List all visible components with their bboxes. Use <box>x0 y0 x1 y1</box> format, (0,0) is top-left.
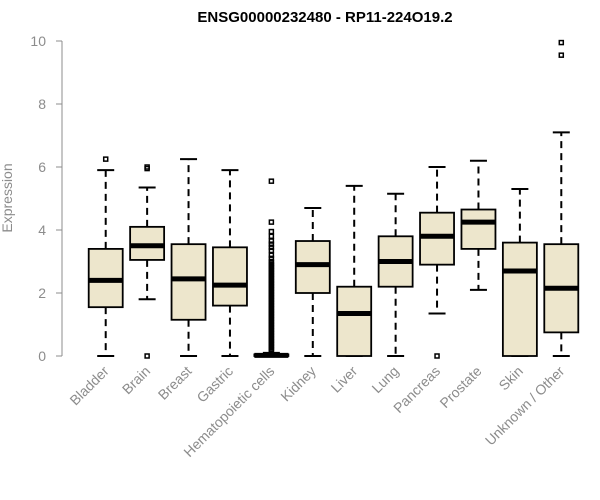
y-axis: 0 2 4 6 8 10 <box>30 33 63 364</box>
outlier-point <box>434 353 440 359</box>
outlier-point <box>102 156 109 162</box>
iqr-box <box>212 246 248 307</box>
y-tick-label: 4 <box>38 222 46 238</box>
y-tick-label: 10 <box>30 33 46 49</box>
boxes <box>87 39 580 359</box>
y-tick-label: 6 <box>38 159 46 175</box>
box-6 <box>336 184 373 357</box>
y-axis-label: Expression <box>0 163 15 232</box>
x-category-label: Lung <box>368 363 401 396</box>
outlier-point <box>144 164 150 170</box>
iqr-box <box>460 208 497 250</box>
outlier-point <box>144 353 150 359</box>
box-7 <box>377 192 414 357</box>
box-10 <box>501 188 538 357</box>
iqr-box <box>501 241 538 357</box>
box-9 <box>460 159 497 291</box>
chart-title: ENSG00000232480 - RP11-224O19.2 <box>197 9 452 26</box>
x-category-label: Unknown / Other <box>482 363 568 449</box>
outlier-point <box>268 233 275 240</box>
outlier-point <box>268 219 275 225</box>
y-tick-label: 0 <box>38 348 46 364</box>
outlier-point <box>558 52 565 58</box>
x-category-label: Liver <box>328 363 361 396</box>
x-category-label: Kidney <box>277 363 319 405</box>
box-3 <box>212 169 248 357</box>
outlier-point <box>268 252 275 258</box>
box-2 <box>170 158 207 357</box>
box-5 <box>294 206 331 357</box>
outlier-point <box>268 178 275 184</box>
iqr-box <box>170 243 207 321</box>
x-category-label: Brain <box>119 363 153 397</box>
outlier-point <box>268 244 275 251</box>
outlier-point <box>268 255 275 262</box>
x-category-label: Prostate <box>436 363 484 411</box>
outlier-point <box>268 247 275 254</box>
x-category-label: Skin <box>495 363 526 394</box>
box-4 <box>253 178 290 358</box>
outlier-point <box>558 39 565 46</box>
outlier-point <box>268 258 275 265</box>
x-category-label: Bladder <box>66 363 112 409</box>
y-tick-label: 2 <box>38 285 46 301</box>
box-0 <box>87 156 124 357</box>
iqr-box <box>336 285 373 357</box>
y-tick-label: 8 <box>38 96 46 112</box>
box-1 <box>129 164 166 359</box>
outlier-point <box>268 238 275 244</box>
outlier-point <box>268 241 275 247</box>
box-8 <box>419 166 455 359</box>
box-11 <box>543 39 580 357</box>
x-category-label: Breast <box>155 363 195 403</box>
outlier-point <box>268 228 275 235</box>
